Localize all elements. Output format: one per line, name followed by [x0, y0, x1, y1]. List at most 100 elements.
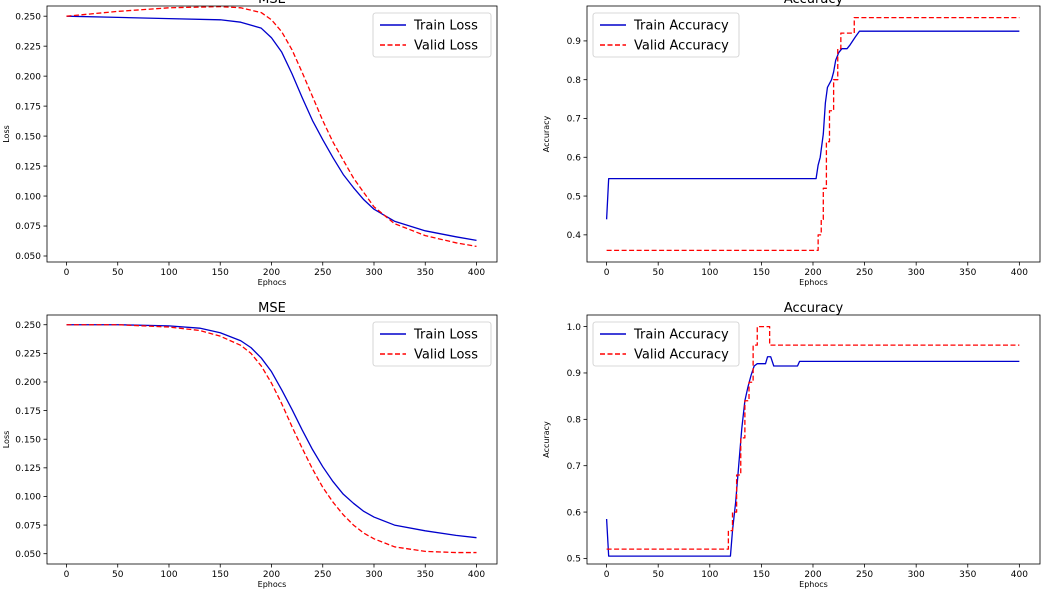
x-tick-label: 350 [959, 268, 976, 278]
y-tick-label: 0.8 [567, 76, 582, 86]
chart-panel-1: MSE 0 50 100 150 200 250 300 350 400 0.050 0.075 0.1… [2, 0, 498, 287]
x-tick-label: 250 [314, 268, 331, 278]
x-tick-label: 300 [908, 268, 925, 278]
y-tick-label: 0.9 [567, 37, 582, 47]
y-tick-label: 0.8 [567, 416, 582, 426]
x-tick-label: 150 [212, 268, 229, 278]
y-tick-label: 0.250 [15, 12, 41, 22]
legend: Train Loss Valid Loss [372, 321, 492, 367]
legend: Train Loss Valid Loss [372, 12, 492, 58]
chart-panel-2: Accuracy 0 50 100 150 200 250 300 350 400 0.4 0.5 0.… [542, 0, 1041, 287]
y-tick-label: 0.050 [15, 550, 41, 560]
y-tick-label: 0.250 [15, 321, 41, 331]
chart-panel-3: MSE 0 50 100 150 200 250 300 350 400 0.050 0.075 0.1… [2, 301, 498, 589]
legend: Train Accuracy Valid Accuracy [592, 321, 740, 367]
x-tick-label: 0 [64, 570, 70, 580]
x-tick-label: 150 [212, 570, 229, 580]
x-tick-label: 250 [314, 570, 331, 580]
x-tick-label: 50 [112, 570, 124, 580]
series-line-2 [66, 6, 477, 248]
y-tick-label: 0.200 [15, 378, 41, 388]
y-axis-label: Loss [2, 431, 11, 449]
x-tick-label: 50 [652, 268, 664, 278]
y-tick-label: 0.225 [15, 42, 41, 52]
y-tick-label: 0.6 [567, 508, 582, 518]
series-line-1 [66, 324, 477, 539]
x-tick-label: 200 [263, 570, 280, 580]
y-tick-label: 0.150 [15, 132, 41, 142]
y-tick-label: 0.5 [567, 192, 581, 202]
legend-label-1: Train Accuracy [633, 328, 729, 343]
x-tick-label: 200 [263, 268, 280, 278]
plot-frame [46, 5, 498, 263]
legend-label-2: Valid Loss [414, 39, 478, 54]
y-tick-label: 0.7 [567, 462, 581, 472]
y-tick-label: 0.5 [567, 555, 581, 565]
legend-box [592, 12, 740, 58]
plot-frame [586, 314, 1041, 565]
x-tick-label: 0 [604, 268, 610, 278]
x-tick-label: 300 [365, 570, 382, 580]
x-tick-label: 200 [804, 570, 821, 580]
series-line-1 [605, 356, 1020, 557]
legend-label-1: Train Accuracy [633, 19, 729, 34]
series-line-1 [605, 30, 1020, 220]
x-tick-label: 400 [468, 570, 485, 580]
legend: Train Accuracy Valid Accuracy [592, 12, 740, 58]
x-tick-label: 300 [908, 570, 925, 580]
legend-box [372, 12, 492, 58]
x-tick-label: 400 [1011, 268, 1028, 278]
y-tick-label: 0.6 [567, 153, 582, 163]
x-tick-label: 50 [112, 268, 124, 278]
y-tick-label: 0.050 [15, 252, 41, 262]
chart-title: MSE [258, 301, 286, 316]
x-tick-label: 100 [701, 570, 718, 580]
y-tick-label: 0.125 [15, 464, 41, 474]
x-tick-label: 350 [417, 570, 434, 580]
x-axis-label: Ephocs [799, 278, 828, 287]
y-tick-label: 0.100 [15, 493, 41, 503]
y-tick-label: 0.175 [15, 102, 41, 112]
y-axis-label: Accuracy [542, 421, 551, 458]
x-tick-label: 0 [604, 570, 610, 580]
y-tick-label: 0.200 [15, 72, 41, 82]
legend-label-2: Valid Loss [414, 348, 478, 363]
x-tick-label: 100 [160, 268, 177, 278]
legend-label-2: Valid Accuracy [634, 348, 729, 363]
plot-frame [586, 5, 1041, 263]
chart-title: Accuracy [784, 0, 844, 7]
y-tick-label: 0.075 [15, 222, 41, 232]
series-line-2 [606, 325, 1020, 550]
chart-title: MSE [258, 0, 286, 7]
legend-box [592, 321, 740, 367]
x-tick-label: 250 [856, 268, 873, 278]
x-tick-label: 0 [64, 268, 70, 278]
x-axis-label: Ephocs [258, 580, 287, 589]
y-tick-label: 0.150 [15, 435, 41, 445]
y-tick-label: 0.125 [15, 162, 41, 172]
y-tick-label: 0.225 [15, 350, 41, 360]
x-tick-label: 250 [856, 570, 873, 580]
x-axis-label: Ephocs [258, 278, 287, 287]
x-axis-label: Ephocs [799, 580, 828, 589]
x-tick-label: 400 [1011, 570, 1028, 580]
series-line-2 [606, 16, 1020, 252]
x-tick-label: 50 [652, 570, 664, 580]
x-tick-label: 300 [365, 268, 382, 278]
chart-title: Accuracy [784, 301, 844, 316]
y-axis-label: Accuracy [542, 115, 551, 152]
x-tick-label: 100 [160, 570, 177, 580]
legend-box [372, 321, 492, 367]
x-tick-label: 350 [417, 268, 434, 278]
y-axis-label: Loss [2, 125, 11, 143]
y-tick-label: 1.0 [567, 323, 582, 333]
x-tick-label: 350 [959, 570, 976, 580]
x-tick-label: 400 [468, 268, 485, 278]
y-tick-label: 0.100 [15, 192, 41, 202]
x-tick-label: 150 [753, 570, 770, 580]
y-tick-label: 0.175 [15, 407, 41, 417]
y-tick-label: 0.075 [15, 521, 41, 531]
x-tick-label: 200 [804, 268, 821, 278]
legend-label-2: Valid Accuracy [634, 39, 729, 54]
